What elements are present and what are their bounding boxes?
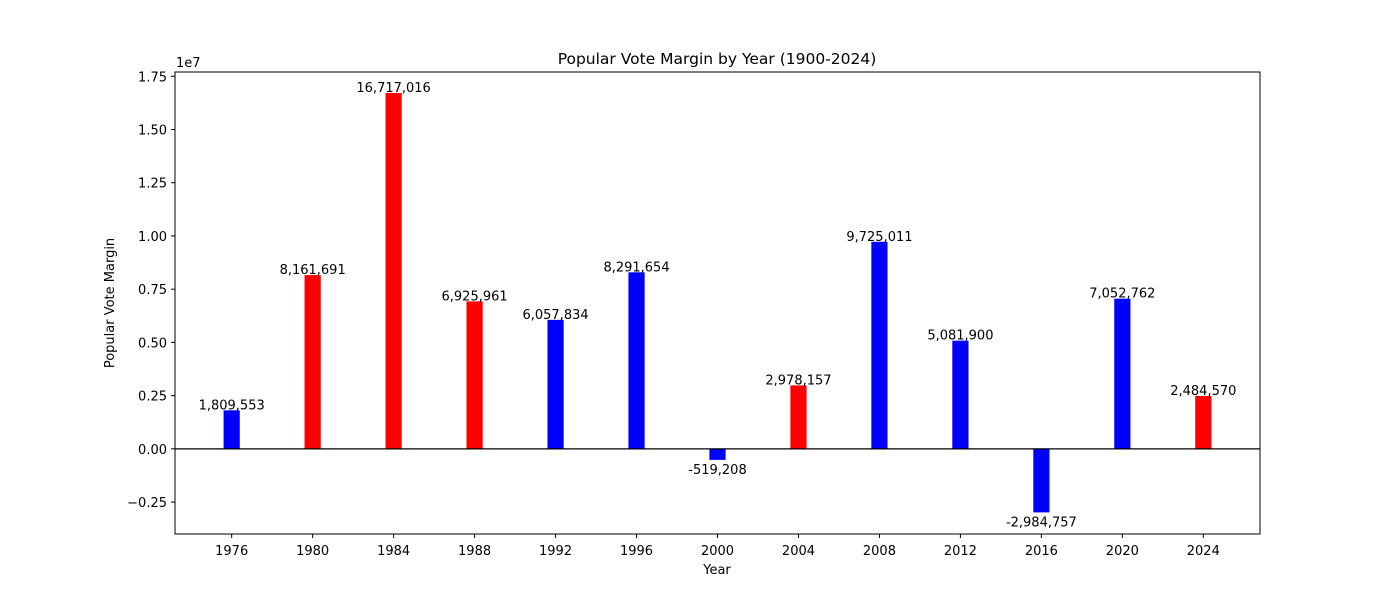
value-label-2024: 2,484,570: [1170, 384, 1236, 399]
value-label-1992: 6,057,834: [522, 308, 588, 323]
bar-2008: [871, 241, 888, 449]
bar-2000: [709, 448, 726, 460]
value-label-1996: 8,291,654: [603, 260, 669, 275]
bar-1984: [385, 92, 402, 449]
x-axis-label: Year: [702, 563, 731, 578]
x-tick-label-1976: 1976: [215, 544, 248, 559]
value-label-1980: 8,161,691: [280, 263, 346, 278]
x-tick-label-1984: 1984: [377, 544, 410, 559]
value-label-1984: 16,717,016: [356, 81, 430, 96]
bar-2024: [1195, 395, 1212, 449]
bar-1988: [466, 301, 483, 449]
x-tick-label-2012: 2012: [944, 544, 977, 559]
value-label-2000: -519,208: [688, 463, 746, 478]
bar-2004: [790, 385, 807, 449]
x-tick-label-1988: 1988: [458, 544, 491, 559]
x-tick-label-2020: 2020: [1106, 544, 1139, 559]
value-label-2016: -2,984,757: [1006, 515, 1077, 530]
x-tick-label-2024: 2024: [1187, 544, 1220, 559]
bar-1992: [547, 319, 564, 449]
y-tick-label-6: 1.25: [138, 177, 167, 192]
x-tick-label-2004: 2004: [782, 544, 815, 559]
y-tick-label-2: 0.25: [138, 390, 167, 405]
bar-2020: [1114, 298, 1131, 449]
y-tick-label-5: 1.00: [138, 230, 167, 245]
y-tick-label-7: 1.50: [138, 123, 167, 138]
y-offset-label: 1e7: [176, 56, 201, 71]
x-tick-label-2000: 2000: [701, 544, 734, 559]
y-tick-label-3: 0.50: [138, 336, 167, 351]
value-label-2008: 9,725,011: [846, 230, 912, 245]
x-tick-label-1980: 1980: [296, 544, 329, 559]
value-label-2020: 7,052,762: [1089, 287, 1155, 302]
x-tick-label-2016: 2016: [1025, 544, 1058, 559]
value-label-2004: 2,978,157: [765, 373, 831, 388]
bar-1996: [628, 272, 645, 449]
y-tick-label-8: 1.75: [138, 70, 167, 85]
bars-layer: [223, 92, 1212, 513]
y-tick-label-1: 0.00: [138, 443, 167, 458]
y-tick-label-4: 0.75: [138, 283, 167, 298]
y-axis-label: Popular Vote Margin: [103, 238, 118, 368]
x-tick-label-1992: 1992: [539, 544, 572, 559]
axes-layer: 1976 1980 1984 1988 1992 1996 2000 2004 2008 2012…: [127, 70, 1261, 559]
bar-1980: [304, 275, 321, 449]
x-tick-label-1996: 1996: [620, 544, 653, 559]
value-label-1988: 6,925,961: [442, 289, 508, 304]
x-tick-label-2008: 2008: [863, 544, 896, 559]
bar-2016: [1033, 448, 1050, 513]
bar-1976: [223, 410, 240, 449]
value-label-2012: 5,081,900: [927, 329, 993, 344]
value-label-1976: 1,809,553: [199, 398, 265, 413]
bar-2012: [952, 340, 969, 449]
value-labels-layer: 1,809,553 8,161,691 16,717,016 6,925,961 6,0…: [199, 81, 1237, 530]
y-tick-label-0: −0.25: [127, 496, 167, 511]
chart-title: Popular Vote Margin by Year (1900-2024): [558, 50, 877, 68]
